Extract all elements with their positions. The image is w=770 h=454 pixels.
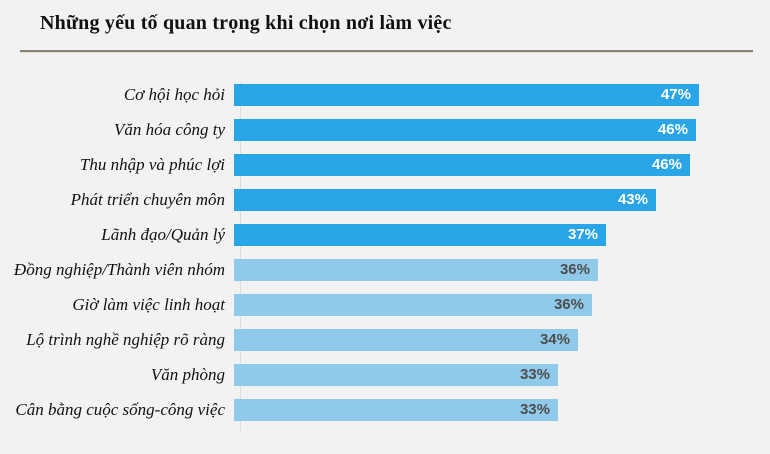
bar-track: 46% [233, 119, 770, 141]
bar-category-label: Giờ làm việc linh hoạt [72, 295, 225, 314]
bar: 46% [234, 119, 696, 141]
bar-track: 36% [233, 259, 770, 281]
bar-value-label: 47% [660, 86, 691, 103]
bar-value-label: 36% [553, 296, 584, 313]
bar: 37% [234, 224, 606, 246]
chart-title: Những yếu tố quan trọng khi chọn nơi làm… [40, 12, 452, 34]
bar-track: 47% [233, 84, 770, 106]
bar-track: 46% [233, 154, 770, 176]
bar: 47% [234, 84, 699, 106]
bar-category-label: Thu nhập và phúc lợi [79, 155, 225, 174]
title-divider [20, 50, 753, 52]
bar-value-label: 33% [519, 401, 550, 418]
bar-category-label: Lộ trình nghề nghiệp rõ ràng [26, 330, 225, 349]
bar-value-label: 46% [651, 156, 682, 173]
bar: 33% [234, 399, 558, 421]
bar-track: 43% [233, 189, 770, 211]
bar: 43% [234, 189, 656, 211]
bar-value-label: 37% [567, 226, 598, 243]
chart-row: Cơ hội học hỏi 47% [0, 84, 770, 106]
bar: 36% [234, 294, 592, 316]
bar-value-label: 46% [657, 121, 688, 138]
bar-track: 37% [233, 224, 770, 246]
bar-category-label: Phát triển chuyên môn [70, 190, 225, 209]
bar-track: 33% [233, 399, 770, 421]
chart-row: Giờ làm việc linh hoạt 36% [0, 294, 770, 316]
bar-value-label: 34% [539, 331, 570, 348]
bar: 46% [234, 154, 690, 176]
bar-category-label: Cân bằng cuộc sống-công việc [15, 400, 225, 419]
chart-row: Lãnh đạo/Quản lý 37% [0, 224, 770, 246]
y-axis-line [240, 82, 241, 431]
chart-row: Thu nhập và phúc lợi 46% [0, 154, 770, 176]
bar-track: 36% [233, 294, 770, 316]
chart-row: Phát triển chuyên môn 43% [0, 189, 770, 211]
bar-chart: Cơ hội học hỏi 47% Văn hóa công ty 46% Thu n… [0, 82, 770, 431]
bar-category-label: Cơ hội học hỏi [123, 85, 225, 104]
bar-track: 33% [233, 364, 770, 386]
chart-row: Văn phòng 33% [0, 364, 770, 386]
chart-row: Đồng nghiệp/Thành viên nhóm 36% [0, 259, 770, 281]
bar-value-label: 36% [559, 261, 590, 278]
bar-category-label: Văn phòng [150, 365, 225, 384]
bar-value-label: 43% [617, 191, 648, 208]
bar: 33% [234, 364, 558, 386]
bar: 34% [234, 329, 578, 351]
bar: 36% [234, 259, 598, 281]
chart-row: Văn hóa công ty 46% [0, 119, 770, 141]
chart-row: Lộ trình nghề nghiệp rõ ràng 34% [0, 329, 770, 351]
bar-value-label: 33% [519, 366, 550, 383]
bar-category-label: Lãnh đạo/Quản lý [101, 225, 225, 244]
chart-row: Cân bằng cuộc sống-công việc 33% [0, 399, 770, 421]
bar-track: 34% [233, 329, 770, 351]
bar-category-label: Văn hóa công ty [114, 120, 225, 139]
bar-category-label: Đồng nghiệp/Thành viên nhóm [13, 260, 225, 279]
